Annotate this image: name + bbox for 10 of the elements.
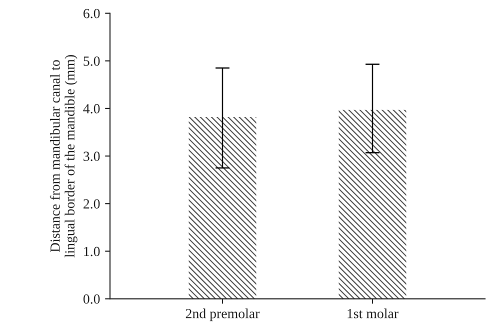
x-tick-label: 1st molar xyxy=(348,308,398,318)
y-tick-label: 5.0 xyxy=(84,56,100,66)
x-tick-label: 2nd premolar xyxy=(186,308,260,322)
y-tick-label: 1.0 xyxy=(84,246,100,256)
y-tick-label: 4.0 xyxy=(83,104,100,114)
y-axis-title: Distance from mandibular canal to lingual border of the mandible (mm) xyxy=(50,55,78,258)
y-tick-label: 0.0 xyxy=(83,294,100,304)
y-tick-label: 6.0 xyxy=(84,8,100,18)
y-tick-label: 2.0 xyxy=(84,199,100,209)
y-tick-label: 3.0 xyxy=(84,152,100,162)
